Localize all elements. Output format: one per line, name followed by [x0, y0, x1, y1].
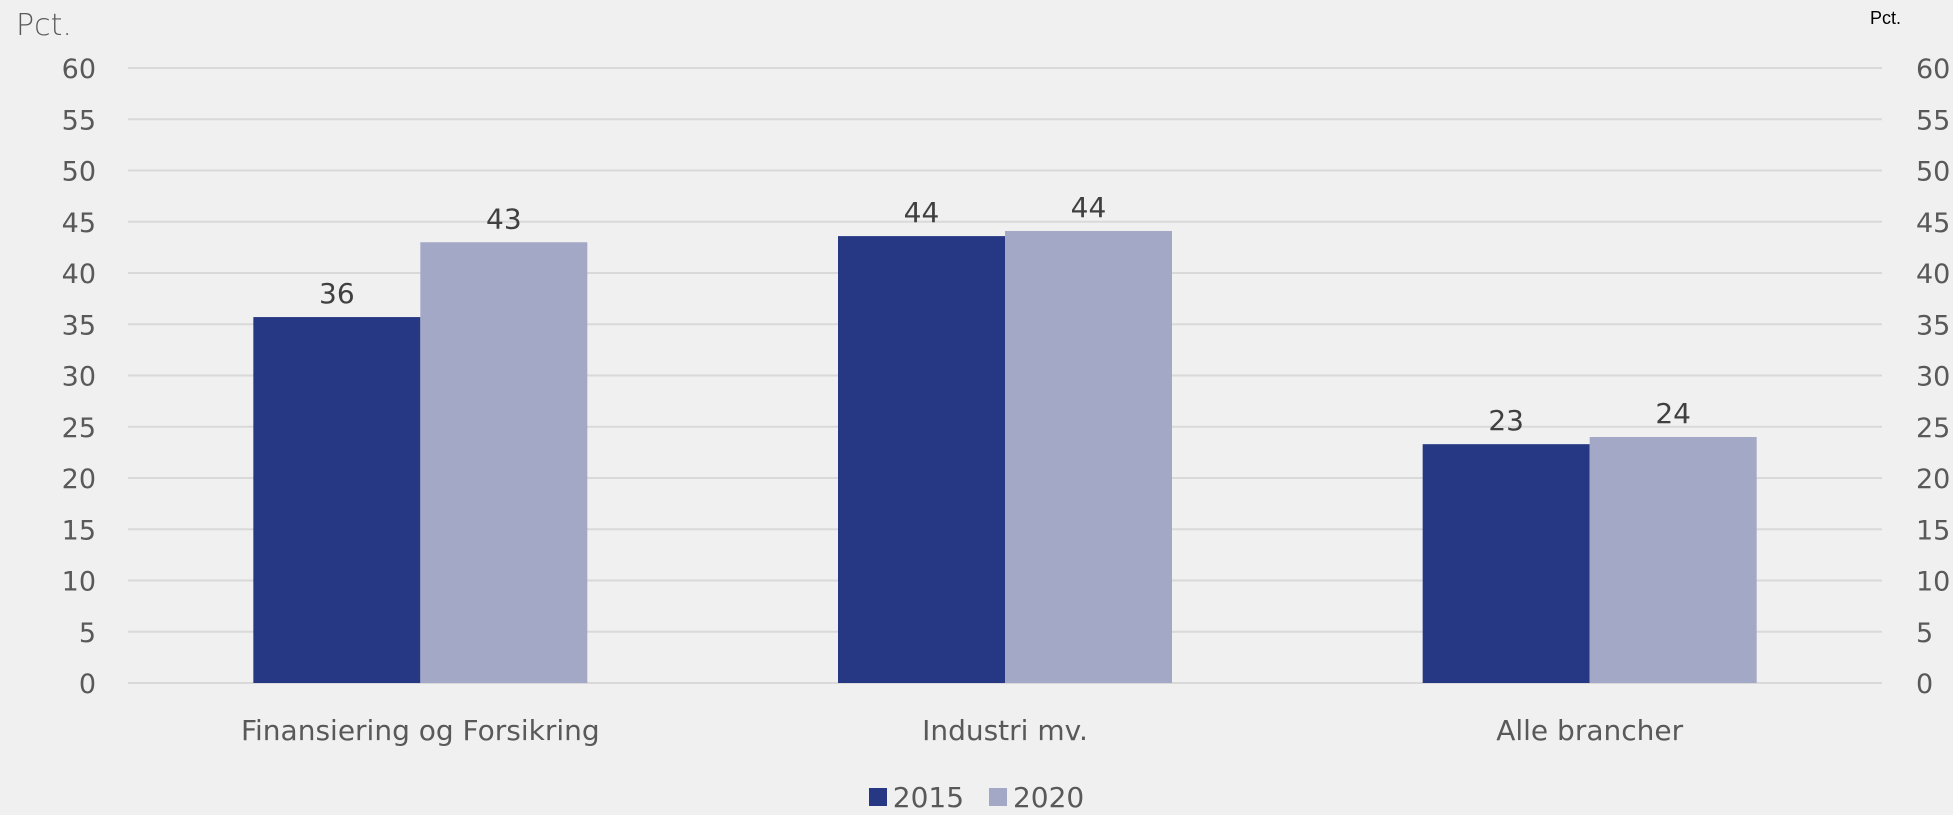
category-label-2: Alle brancher [1496, 714, 1683, 747]
y-tick-right-40: 40 [1916, 259, 1950, 290]
left-axis-unit: Pct. [16, 8, 72, 43]
legend-label-2020: 2020 [1012, 780, 1085, 814]
y-tick-left-45: 45 [62, 208, 96, 239]
y-tick-left-30: 30 [62, 362, 96, 393]
y-tick-right-0: 0 [1916, 669, 1933, 700]
data-label-2015-0: 36 [319, 277, 355, 310]
bar-2015-0 [253, 317, 421, 683]
y-tick-right-45: 45 [1916, 208, 1950, 239]
legend: 2015 2020 [0, 780, 1953, 814]
right-axis-unit: Pct. [1869, 8, 1901, 28]
legend-swatch-2015 [868, 788, 887, 806]
bar-2020-1 [1005, 230, 1172, 683]
y-tick-left-0: 0 [79, 669, 96, 700]
y-tick-left-40: 40 [62, 259, 96, 290]
y-tick-right-10: 10 [1916, 567, 1950, 598]
y-tick-right-25: 25 [1916, 413, 1950, 444]
category-label-1: Industri mv. [922, 714, 1088, 747]
y-tick-left-5: 5 [79, 618, 96, 649]
data-label-2020-1: 44 [1071, 191, 1107, 224]
data-label-2015-2: 23 [1488, 404, 1524, 437]
y-tick-left-20: 20 [62, 464, 96, 495]
y-tick-left-10: 10 [62, 567, 96, 598]
y-tick-right-20: 20 [1916, 464, 1950, 495]
bar-2015-2 [1422, 444, 1590, 683]
y-tick-right-35: 35 [1916, 310, 1950, 341]
y-tick-left-35: 35 [62, 310, 96, 341]
data-label-2020-0: 43 [486, 202, 522, 235]
y-tick-left-15: 15 [62, 515, 96, 546]
y-tick-right-15: 15 [1916, 515, 1950, 546]
y-tick-left-55: 55 [62, 105, 96, 136]
y-tick-right-60: 60 [1916, 54, 1950, 85]
bar-2015-1 [838, 236, 1005, 683]
y-tick-right-5: 5 [1916, 618, 1933, 649]
bar-2020-2 [1589, 437, 1757, 683]
legend-label-2015: 2015 [892, 780, 965, 814]
y-tick-left-50: 50 [62, 157, 96, 188]
bar-2020-0 [420, 242, 588, 683]
legend-item-2015: 2015 [868, 780, 965, 814]
legend-item-2020: 2020 [988, 780, 1085, 814]
y-tick-right-55: 55 [1916, 105, 1950, 136]
y-tick-left-60: 60 [62, 54, 96, 85]
y-tick-right-50: 50 [1916, 157, 1950, 188]
category-label-0: Finansiering og Forsikring [241, 714, 600, 747]
data-label-2015-1: 44 [904, 196, 940, 229]
legend-swatch-2020 [988, 788, 1007, 806]
y-tick-right-30: 30 [1916, 362, 1950, 393]
y-tick-left-25: 25 [62, 413, 96, 444]
data-label-2020-2: 24 [1655, 397, 1691, 430]
